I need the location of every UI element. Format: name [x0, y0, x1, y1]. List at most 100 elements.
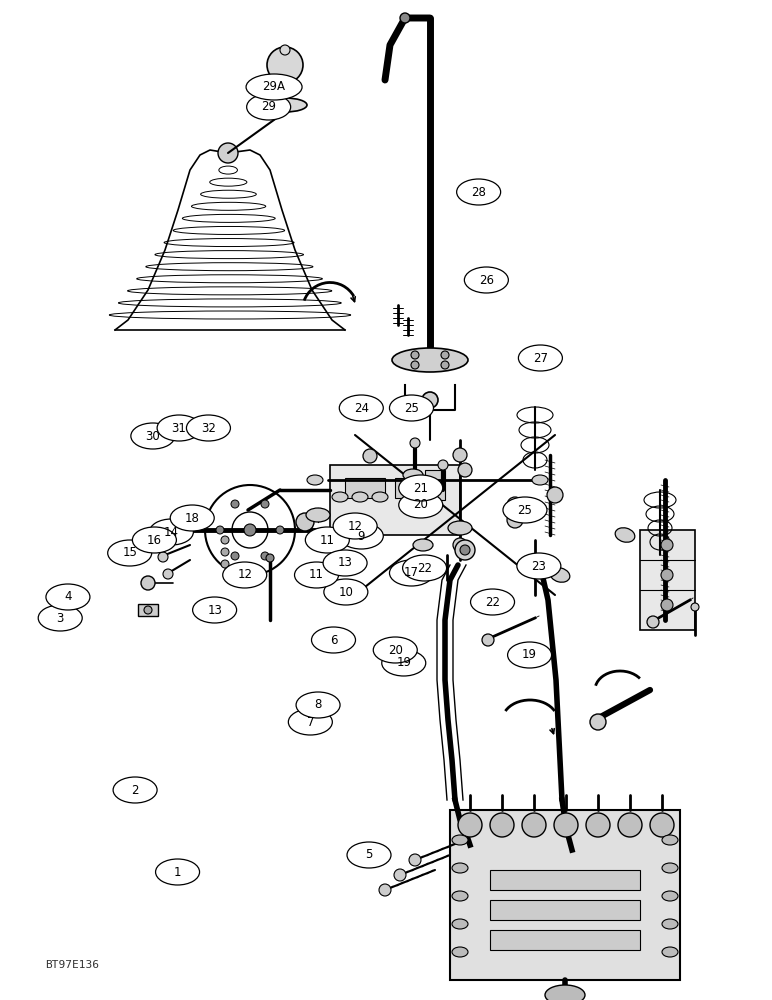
Ellipse shape	[306, 527, 349, 553]
Text: 8: 8	[314, 698, 322, 712]
Text: 23: 23	[531, 560, 547, 572]
Bar	[490, 870, 640, 890]
Text: 29A: 29A	[262, 81, 286, 94]
Text: BT97E136: BT97E136	[45, 960, 99, 970]
Ellipse shape	[390, 560, 433, 586]
Circle shape	[458, 463, 472, 477]
Ellipse shape	[374, 637, 417, 663]
Ellipse shape	[295, 562, 338, 588]
Ellipse shape	[662, 863, 678, 873]
Circle shape	[363, 449, 377, 463]
Circle shape	[394, 869, 406, 881]
Text: 9: 9	[357, 530, 365, 542]
Text: 29: 29	[261, 101, 276, 113]
Text: 16: 16	[147, 534, 162, 546]
Ellipse shape	[324, 579, 367, 605]
Ellipse shape	[452, 891, 468, 901]
Text: 25: 25	[404, 401, 419, 414]
Ellipse shape	[382, 650, 425, 676]
Ellipse shape	[403, 469, 423, 481]
Circle shape	[522, 813, 546, 837]
Ellipse shape	[471, 589, 514, 615]
Ellipse shape	[113, 777, 157, 803]
Circle shape	[409, 854, 421, 866]
Ellipse shape	[452, 947, 468, 957]
Circle shape	[141, 576, 155, 590]
Circle shape	[507, 512, 523, 528]
Ellipse shape	[392, 348, 468, 372]
Circle shape	[661, 599, 673, 611]
Text: 19: 19	[396, 656, 411, 670]
Circle shape	[280, 45, 290, 55]
Ellipse shape	[340, 523, 383, 549]
Circle shape	[590, 714, 606, 730]
Ellipse shape	[352, 492, 368, 502]
Ellipse shape	[465, 267, 508, 293]
Circle shape	[276, 526, 284, 534]
Ellipse shape	[246, 74, 302, 100]
Circle shape	[221, 560, 229, 568]
Circle shape	[441, 351, 449, 359]
Bar	[395, 478, 420, 498]
Ellipse shape	[108, 540, 151, 566]
Ellipse shape	[399, 492, 442, 518]
Ellipse shape	[545, 985, 585, 1000]
Circle shape	[266, 554, 274, 562]
Text: 2: 2	[131, 784, 139, 796]
Ellipse shape	[517, 553, 560, 579]
Text: 31: 31	[171, 422, 187, 434]
Circle shape	[650, 813, 674, 837]
Ellipse shape	[150, 519, 193, 545]
Ellipse shape	[334, 513, 377, 539]
Ellipse shape	[413, 539, 433, 551]
Circle shape	[411, 361, 419, 369]
Ellipse shape	[306, 508, 330, 522]
Circle shape	[453, 538, 467, 552]
Text: 7: 7	[306, 716, 314, 728]
Circle shape	[400, 13, 410, 23]
Text: 13: 13	[337, 556, 353, 570]
Text: 25: 25	[517, 504, 533, 516]
Bar	[490, 930, 640, 950]
Text: 10: 10	[338, 585, 354, 598]
Ellipse shape	[615, 528, 635, 542]
Circle shape	[267, 47, 303, 83]
Ellipse shape	[662, 835, 678, 845]
Ellipse shape	[46, 584, 90, 610]
Ellipse shape	[247, 94, 290, 120]
Text: 11: 11	[309, 568, 324, 582]
Circle shape	[231, 500, 239, 508]
Circle shape	[490, 813, 514, 837]
Circle shape	[218, 143, 238, 163]
Circle shape	[144, 606, 152, 614]
Circle shape	[661, 539, 673, 551]
Circle shape	[618, 813, 642, 837]
Circle shape	[158, 552, 168, 562]
Text: 5: 5	[365, 848, 373, 861]
Text: 12: 12	[237, 568, 252, 582]
Ellipse shape	[662, 891, 678, 901]
Circle shape	[163, 569, 173, 579]
Bar	[640, 530, 695, 630]
Bar	[345, 478, 385, 498]
Text: 22: 22	[485, 595, 500, 608]
Circle shape	[647, 616, 659, 628]
Circle shape	[458, 813, 482, 837]
Circle shape	[547, 487, 563, 503]
Ellipse shape	[39, 605, 82, 631]
Ellipse shape	[448, 521, 472, 535]
Text: 32: 32	[201, 422, 216, 434]
Circle shape	[586, 813, 610, 837]
Ellipse shape	[323, 550, 367, 576]
Ellipse shape	[296, 692, 340, 718]
Circle shape	[661, 569, 673, 581]
Circle shape	[221, 548, 229, 556]
Text: 6: 6	[330, 634, 337, 647]
Text: 24: 24	[354, 401, 369, 414]
Circle shape	[482, 634, 494, 646]
Ellipse shape	[312, 627, 355, 653]
Circle shape	[261, 500, 269, 508]
Circle shape	[455, 540, 475, 560]
Text: 18: 18	[185, 512, 200, 524]
Circle shape	[507, 497, 523, 513]
